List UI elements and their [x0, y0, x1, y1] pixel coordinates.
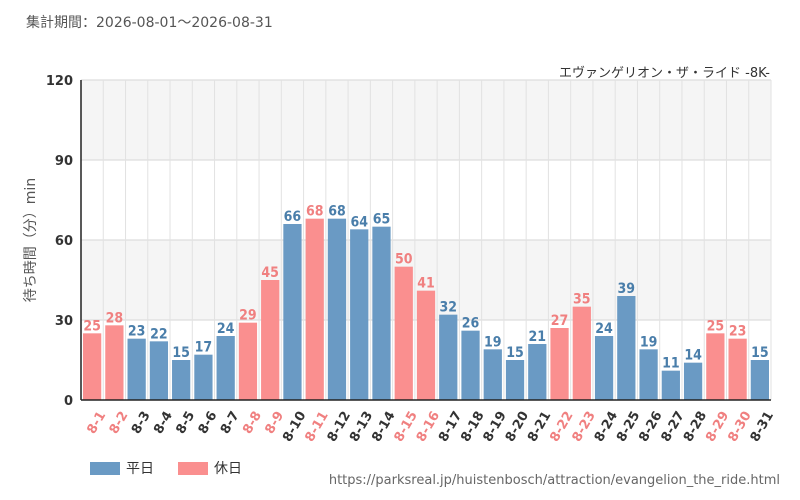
bar-8-29: [706, 333, 725, 400]
value-label-8-21: 21: [529, 329, 547, 345]
value-label-8-26: 19: [640, 334, 658, 350]
bar-8-25: [617, 296, 636, 400]
value-label-8-7: 24: [217, 321, 235, 337]
x-tick-label-8-5: 8-5: [174, 409, 199, 437]
value-label-8-22: 27: [551, 313, 569, 329]
value-label-8-6: 17: [195, 340, 213, 356]
bar-8-27: [661, 370, 680, 400]
bar-8-7: [216, 336, 235, 400]
bar-8-26: [639, 349, 658, 400]
value-label-8-12: 68: [328, 204, 346, 220]
bar-8-3: [127, 338, 146, 400]
value-label-8-8: 29: [239, 308, 257, 324]
legend-label-weekday: 平日: [126, 461, 154, 477]
y-tick-label-120: 120: [46, 74, 73, 89]
band: [81, 80, 771, 160]
bar-8-2: [105, 325, 124, 400]
value-label-8-9: 45: [261, 265, 279, 281]
value-label-8-15: 50: [395, 252, 413, 268]
bar-8-5: [172, 360, 191, 400]
bar-8-31: [750, 360, 769, 400]
y-tick-label-60: 60: [55, 234, 73, 249]
bars: [83, 218, 769, 400]
bar-8-14: [372, 226, 391, 400]
value-label-8-10: 66: [284, 209, 302, 225]
y-tick-label-30: 30: [55, 314, 73, 329]
period-label: 集計期間：2026-08-01～2026-08-31: [26, 15, 273, 31]
x-tick-label-8-3: 8-3: [129, 409, 154, 437]
x-tick-label-8-1: 8-1: [84, 409, 109, 437]
legend-swatch-weekday: [90, 461, 120, 475]
value-label-8-27: 11: [662, 356, 680, 372]
bar-8-13: [350, 229, 369, 400]
bar-8-17: [439, 314, 458, 400]
value-label-8-4: 22: [150, 326, 168, 342]
value-label-8-2: 28: [106, 310, 124, 326]
bar-8-19: [483, 349, 502, 400]
bar-8-21: [528, 344, 547, 400]
bar-8-10: [283, 224, 302, 400]
bar-8-6: [194, 354, 213, 400]
bar-8-12: [327, 218, 347, 400]
bar-8-24: [594, 336, 614, 400]
attraction-title: エヴァンゲリオン・ザ・ライド -8K-: [559, 66, 770, 81]
value-label-8-17: 32: [439, 300, 457, 316]
bar-8-8: [238, 322, 258, 400]
value-label-8-16: 41: [417, 276, 435, 292]
legend-item-weekday: 平日: [90, 458, 154, 478]
bar-8-16: [416, 290, 436, 400]
value-label-8-23: 35: [573, 292, 591, 308]
y-tick-label-90: 90: [55, 154, 73, 169]
value-label-8-30: 23: [729, 324, 747, 340]
source-url: https://parksreal.jp/huistenbosch/attrac…: [328, 473, 780, 488]
bar-8-28: [683, 362, 703, 400]
value-label-8-18: 26: [462, 316, 480, 332]
bar-8-22: [550, 328, 569, 400]
bar-8-4: [149, 341, 169, 400]
bar-8-1: [83, 333, 102, 400]
value-label-8-31: 15: [751, 345, 769, 361]
legend: 平日 休日: [90, 458, 242, 478]
value-label-8-24: 24: [595, 321, 613, 337]
x-tick-label-8-7: 8-7: [218, 409, 243, 437]
value-label-8-14: 65: [373, 212, 391, 228]
bar-8-9: [261, 280, 280, 400]
value-label-8-3: 23: [128, 324, 146, 340]
x-tick-label-8-4: 8-4: [151, 409, 176, 437]
x-tick-labels: 8-18-28-38-48-58-68-78-88-98-108-118-128…: [84, 409, 776, 445]
legend-label-holiday: 休日: [214, 461, 242, 477]
bar-8-23: [572, 306, 591, 400]
y-tick-labels: 0 30 60 90 120: [46, 74, 73, 409]
value-label-8-20: 15: [506, 345, 524, 361]
value-label-8-11: 68: [306, 204, 324, 220]
value-label-8-19: 19: [484, 334, 502, 350]
y-tick-label-0: 0: [64, 394, 73, 409]
bar-8-15: [394, 266, 413, 400]
axes: [80, 80, 771, 401]
x-tick-label-8-8: 8-8: [240, 409, 265, 437]
bar-8-30: [728, 338, 747, 400]
value-label-8-5: 15: [172, 345, 190, 361]
bar-8-20: [505, 360, 525, 400]
x-tick-label-8-31: 8-31: [748, 409, 777, 445]
value-label-8-13: 64: [350, 214, 368, 230]
value-label-8-25: 39: [618, 281, 636, 297]
value-label-8-1: 25: [83, 318, 101, 334]
legend-item-holiday: 休日: [178, 458, 242, 478]
legend-swatch-holiday: [178, 461, 208, 475]
bar-8-11: [305, 218, 324, 400]
x-tick-label-8-2: 8-2: [107, 409, 132, 437]
x-tick-label-8-6: 8-6: [196, 409, 221, 437]
value-label-8-28: 14: [684, 348, 702, 364]
value-label-8-29: 25: [707, 318, 725, 334]
bar-8-18: [461, 330, 480, 400]
